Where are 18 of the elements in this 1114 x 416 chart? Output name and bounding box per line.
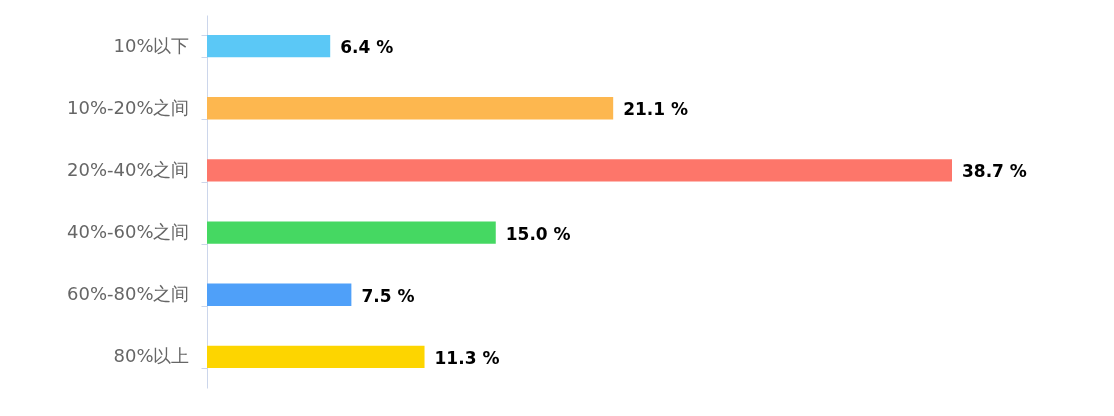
data-label: 15.0 % xyxy=(505,223,571,244)
data-label: 21.1 % xyxy=(623,99,689,120)
data-label: 11.3 % xyxy=(434,347,500,368)
bar xyxy=(207,97,614,120)
bar xyxy=(207,221,496,244)
data-label: 38.7 % xyxy=(962,161,1027,182)
bar xyxy=(207,283,352,306)
y-tick-label: 10%以下 xyxy=(113,34,190,56)
bar xyxy=(207,34,331,58)
bar xyxy=(207,345,425,369)
y-tick-label: 80%以上 xyxy=(113,345,190,367)
y-tick-label: 20%-40%之间 xyxy=(66,158,190,180)
y-tick-label: 40%-60%之间 xyxy=(66,221,190,243)
y-tick-label: 60%-80%之间 xyxy=(66,283,190,305)
y-tick-label: 10%-20%之间 xyxy=(66,96,190,118)
data-label: 7.5 % xyxy=(361,285,415,306)
bar xyxy=(207,159,952,182)
data-label: 6.4 % xyxy=(340,37,394,58)
